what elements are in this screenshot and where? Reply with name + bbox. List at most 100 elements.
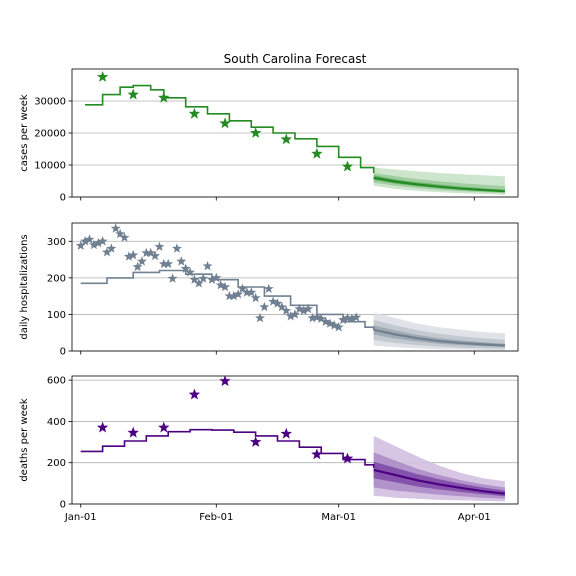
observed-point	[280, 133, 292, 145]
forecast-median-line	[373, 328, 505, 347]
observed-point	[128, 250, 139, 260]
observed-point	[84, 234, 95, 244]
observed-point	[119, 232, 130, 242]
y-tick-label: 600	[47, 376, 66, 387]
observed-point	[237, 283, 248, 293]
observed-point	[180, 263, 191, 273]
y-axis-label: cases per week	[19, 94, 30, 172]
observed-point	[242, 287, 252, 297]
observed-point	[255, 312, 265, 323]
observed-point	[137, 256, 147, 266]
axes-frame	[71, 375, 519, 505]
observed-point	[93, 237, 104, 248]
observed-point	[219, 375, 231, 386]
observed-point	[123, 251, 134, 261]
observed-point	[228, 290, 239, 301]
observed-point	[298, 305, 309, 315]
observed-point	[249, 436, 262, 447]
y-tick-label: 20000	[34, 129, 66, 140]
date-tick-label: Feb-01	[199, 512, 233, 523]
observed-point	[294, 303, 305, 314]
observed-point	[329, 320, 340, 330]
observed-point	[259, 301, 270, 312]
observed-point	[311, 147, 323, 159]
observed-point	[333, 322, 344, 332]
observed-point	[115, 228, 125, 239]
forecast-median-line	[373, 468, 506, 495]
y-tick-label: 0	[60, 500, 66, 511]
observed-point	[341, 160, 354, 172]
observed-point	[233, 289, 244, 299]
observed-point	[325, 318, 335, 328]
y-tick-label: 10000	[34, 161, 66, 172]
observed-point	[307, 312, 318, 323]
observed-point	[207, 274, 217, 284]
observed-point	[141, 247, 152, 258]
observed-point	[263, 283, 274, 293]
observed-point	[311, 448, 323, 460]
observed-point	[96, 71, 109, 82]
observed-point	[303, 303, 314, 314]
observed-point	[281, 305, 292, 315]
y-tick-label: 300	[47, 237, 66, 248]
observed-point	[150, 250, 160, 261]
y-axis-label: daily hospitalizations	[19, 234, 30, 339]
observed-point	[154, 241, 165, 251]
observed-point	[145, 247, 156, 258]
observed-point	[280, 427, 292, 439]
y-tick-label: 400	[47, 417, 66, 428]
y-tick-label: 0	[60, 193, 66, 204]
observed-point	[80, 236, 91, 246]
observed-point	[290, 309, 300, 319]
observed-point	[188, 388, 201, 400]
forecast-band	[373, 325, 505, 347]
date-tick-label: Jan-01	[64, 512, 97, 523]
observed-point	[158, 258, 169, 269]
fit-line	[85, 84, 375, 173]
observed-point	[127, 426, 139, 438]
panel-daily-hospitalizations: 0 100 200 300 daily hospitalizations	[19, 222, 519, 358]
y-tick-label: 30000	[34, 97, 66, 108]
observed-point	[75, 240, 86, 250]
observed-point	[185, 267, 195, 277]
observed-point	[176, 256, 187, 266]
panel-deaths-per-week: 0 200 400 600 deaths per week	[19, 375, 519, 511]
observed-point	[189, 274, 200, 284]
y-axis-label: deaths per week	[19, 398, 30, 482]
observed-point	[246, 287, 257, 297]
panel-cases-per-week: 0 10000 20000 30000 cases per week	[19, 68, 519, 204]
observed-point	[338, 314, 348, 325]
observed-point	[285, 311, 296, 321]
observed-point	[172, 243, 182, 253]
forecast-band	[373, 461, 505, 497]
observed-point	[163, 258, 174, 269]
observed-point	[215, 280, 226, 290]
y-tick-label: 200	[47, 458, 66, 469]
observed-point	[167, 273, 178, 283]
forecast-band	[373, 175, 505, 192]
y-tick-label: 100	[47, 310, 66, 321]
axes-frame	[71, 222, 519, 352]
observed-point	[311, 312, 322, 322]
observed-point	[220, 281, 230, 292]
observed-point	[132, 261, 143, 272]
observed-point	[351, 312, 362, 322]
observed-point	[110, 223, 121, 233]
observed-point	[250, 292, 261, 303]
observed-point	[106, 243, 117, 253]
observed-point	[88, 239, 99, 250]
observed-point	[158, 91, 170, 103]
observed-point	[102, 247, 112, 257]
observed-point	[219, 117, 231, 129]
forecast-median-line	[373, 176, 505, 193]
observed-point	[202, 261, 213, 271]
observed-point	[193, 278, 204, 288]
fit-line	[80, 428, 375, 468]
axes-frame	[71, 68, 519, 198]
observed-point	[268, 296, 279, 306]
observed-point	[188, 107, 201, 119]
observed-point	[158, 421, 170, 433]
observed-point	[316, 313, 327, 323]
